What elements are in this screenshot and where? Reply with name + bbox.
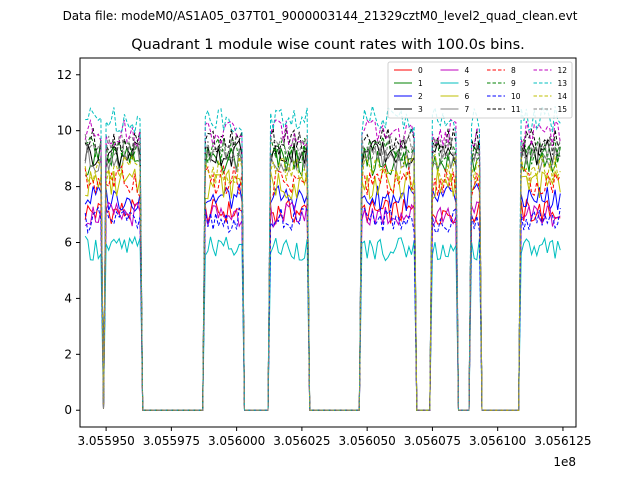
legend-label-6: 6 [465,92,470,101]
plot-area [80,58,576,427]
legend-label-3: 3 [418,105,423,114]
legend-label-12: 12 [558,66,568,75]
y-tick-label: 8 [64,180,72,194]
legend-label-0: 0 [418,66,423,75]
legend-label-8: 8 [511,66,516,75]
legend-label-15: 15 [558,105,568,114]
legend-label-9: 9 [511,79,516,88]
x-axis-offset-label: 1e8 [553,455,576,469]
x-tick-label: 3.056025 [273,434,330,448]
series-line-15 [84,134,561,411]
x-tick-label: 3.056125 [534,434,591,448]
x-tick-label: 3.055975 [143,434,200,448]
legend-label-11: 11 [511,105,521,114]
plot-frame [79,57,577,428]
series-layer [84,105,561,411]
y-tick-label: 4 [64,291,72,305]
x-tick-label: 3.056000 [208,434,265,448]
legend-label-7: 7 [465,105,470,114]
legend-label-4: 4 [465,66,470,75]
axes-layer: 3.055950 3.055975 3.056000 3.056025 3.056050… [57,68,592,448]
y-tick-label: 6 [64,236,72,250]
legend-label-14: 14 [558,92,568,101]
x-tick-label: 3.056050 [339,434,396,448]
legend-frame [387,61,573,119]
x-tick-label: 3.056075 [404,434,461,448]
x-tick-label: 3.055950 [77,434,134,448]
figure-suptitle: Data file: modeM0/AS1A05_037T01_90000031… [63,9,578,23]
legend-label-2: 2 [418,92,423,101]
y-tick-label: 12 [57,68,72,82]
legend-label-10: 10 [511,92,521,101]
y-tick-label: 10 [57,124,72,138]
x-tick-label: 3.056100 [469,434,526,448]
legend-label-1: 1 [418,79,423,88]
legend-label-5: 5 [465,79,470,88]
legend-label-13: 13 [558,79,568,88]
y-tick-label: 0 [64,403,72,417]
y-tick-label: 2 [64,347,72,361]
chart-title: Quadrant 1 module wise count rates with … [131,37,525,53]
